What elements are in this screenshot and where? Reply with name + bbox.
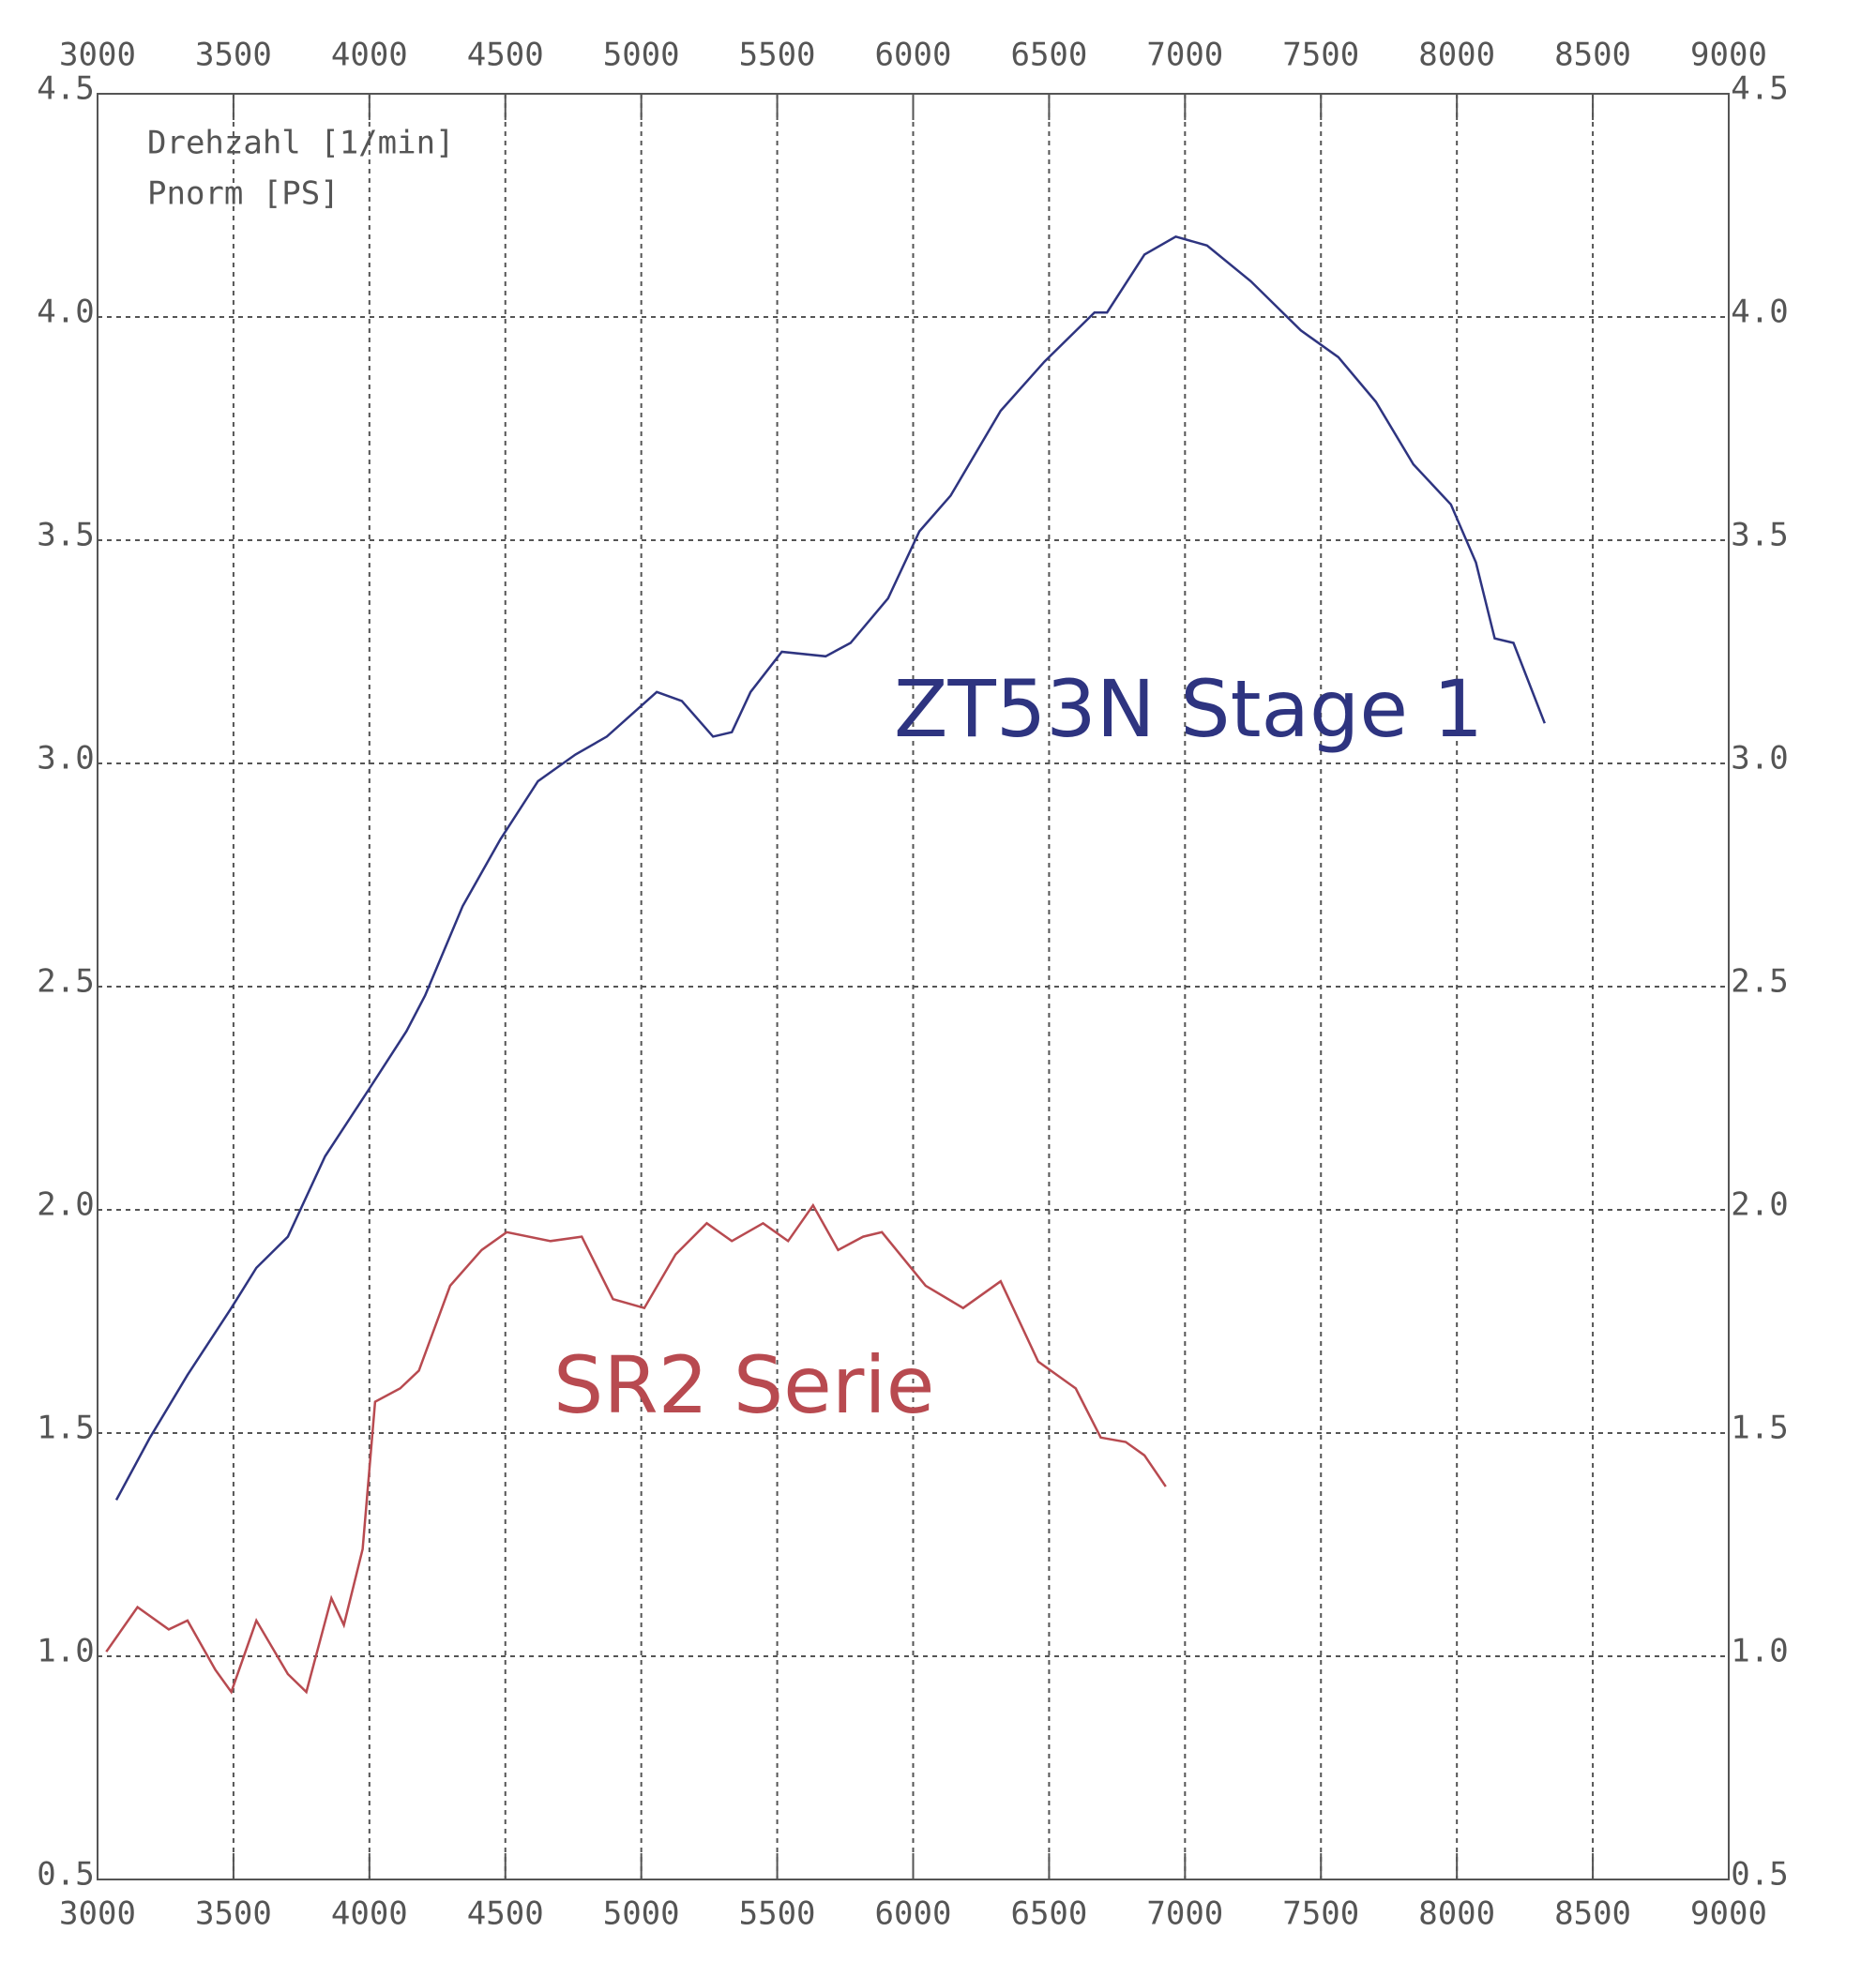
x-tick-label: 6000 [875,1895,952,1933]
y-tick-label: 2.5 [1731,963,1788,1001]
x-tick-label: 8500 [1554,37,1631,74]
x-tick-label: 4000 [331,1895,408,1933]
y-tick-label: 2.0 [37,1186,94,1224]
x-tick-label: 6000 [875,37,952,74]
x-tick-label: 9000 [1690,1895,1767,1933]
x-tick-label: 5000 [603,37,680,74]
x-tick-label: 3000 [59,1895,136,1933]
x-tick-label: 3500 [195,37,272,74]
y-tick-label: 4.5 [37,70,94,108]
x-tick-label: 4500 [467,1895,544,1933]
x-tick-label: 5500 [739,37,816,74]
y-tick-label: 1.5 [37,1410,94,1447]
x-tick-label: 3500 [195,1895,272,1933]
x-tick-label: 6500 [1010,1895,1087,1933]
x-tick-label: 8000 [1418,1895,1495,1933]
y-tick-label: 0.5 [1731,1856,1788,1894]
y-tick-label: 3.0 [1731,740,1788,777]
y-tick-label: 3.5 [1731,517,1788,554]
x-tick-label: 8000 [1418,37,1495,74]
line-series [114,234,1546,1501]
y-tick-label: 3.5 [37,517,94,554]
y-tick-label: 4.0 [37,294,94,331]
x-tick-label: 8500 [1554,1895,1631,1933]
y-tick-label: 0.5 [37,1856,94,1894]
y-tick-label: 4.0 [1731,294,1788,331]
y-tick-label: 2.5 [37,963,94,1001]
x-tick-label: 5500 [739,1895,816,1933]
x-tick-label: 4500 [467,37,544,74]
annotation: SR2 Serie [553,1339,934,1431]
y-tick-label: 1.0 [37,1633,94,1670]
x-tick-label: 7000 [1146,1895,1223,1933]
annotation: ZT53N Stage 1 [894,663,1483,755]
x-tick-label: 7500 [1282,37,1359,74]
x-tick-label: 7000 [1146,37,1223,74]
y-tick-label: 3.0 [37,740,94,777]
x-tick-label: 4000 [331,37,408,74]
line-series [105,1202,1167,1695]
x-tick-label: 6500 [1010,37,1087,74]
x-tick-label: 3000 [59,37,136,74]
y-tick-label: 1.5 [1731,1410,1788,1447]
legend-text: Drehzahl [1/min] [147,125,455,162]
x-tick-label: 5000 [603,1895,680,1933]
x-tick-label: 9000 [1690,37,1767,74]
x-tick-label: 7500 [1282,1895,1359,1933]
legend-text: Pnorm [PS] [147,175,340,213]
y-tick-label: 2.0 [1731,1186,1788,1224]
y-tick-label: 4.5 [1731,70,1788,108]
y-tick-label: 1.0 [1731,1633,1788,1670]
